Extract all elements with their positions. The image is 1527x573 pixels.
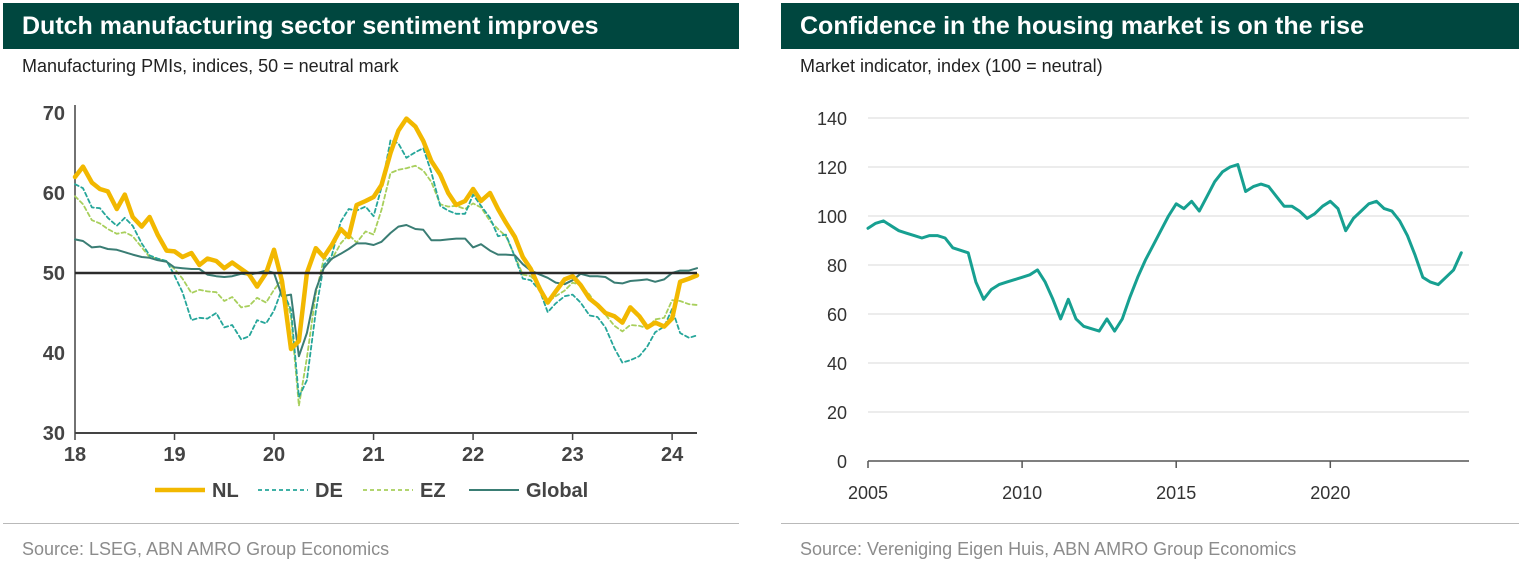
chart-subtitle: Manufacturing PMIs, indices, 50 = neutra… [22, 56, 399, 76]
legend-label-ez: EZ [420, 480, 446, 502]
legend-label-nl: NL [212, 480, 239, 502]
chart-title: Confidence in the housing market is on t… [781, 3, 1519, 49]
y-tick-label: 120 [817, 158, 847, 178]
source-divider [3, 523, 739, 524]
y-tick-label: 60 [827, 305, 847, 325]
series-line-de [74, 139, 698, 398]
y-tick-label: 40 [43, 343, 65, 365]
y-tick-label: 20 [827, 403, 847, 423]
chart-title: Dutch manufacturing sector sentiment imp… [3, 3, 739, 49]
x-tick-label: 2010 [1002, 483, 1042, 503]
y-tick-label: 40 [827, 354, 847, 374]
x-tick-label: 24 [661, 444, 684, 466]
pmi-line-chart: 30 40 50 60 70 18 19 20 21 22 23 24 NL DE EZ Global [43, 103, 700, 502]
x-tick-label: 23 [561, 444, 583, 466]
y-tick-label: 80 [827, 256, 847, 276]
source-note: Source: Vereniging Eigen Huis, ABN AMRO … [800, 539, 1297, 559]
x-tick-label: 2020 [1310, 483, 1350, 503]
source-divider [781, 523, 1519, 524]
x-tick-label: 2015 [1156, 483, 1196, 503]
series-line-ez [74, 164, 698, 407]
x-tick-label: 2005 [848, 483, 888, 503]
y-tick-label: 30 [43, 423, 65, 445]
series-line-global [74, 224, 698, 358]
legend-label-global: Global [526, 480, 588, 502]
y-tick-label: 60 [43, 183, 65, 205]
housing-line-chart: 0 20 40 60 80 100 120 140 2005 2010 2015 2020 [817, 109, 1469, 503]
source-note: Source: LSEG, ABN AMRO Group Economics [22, 539, 390, 559]
series-line-market-indicator [866, 163, 1463, 333]
x-tick-label: 18 [64, 444, 86, 466]
y-tick-label: 70 [43, 103, 65, 125]
x-tick-label: 20 [263, 444, 285, 466]
x-tick-label: 21 [362, 444, 384, 466]
y-tick-label: 100 [817, 207, 847, 227]
y-tick-label: 50 [43, 263, 65, 285]
x-tick-label: 22 [462, 444, 484, 466]
series-line-nl [72, 116, 700, 352]
chart-legend: NL DE EZ Global [155, 480, 588, 502]
legend-label-de: DE [315, 480, 343, 502]
chart-subtitle: Market indicator, index (100 = neutral) [800, 56, 1103, 76]
y-tick-label: 0 [837, 452, 847, 472]
chart-panel-housing: Confidence in the housing market is on t… [781, 0, 1519, 573]
chart-panel-manufacturing: Dutch manufacturing sector sentiment imp… [3, 0, 739, 573]
y-tick-label: 140 [817, 109, 847, 129]
x-tick-label: 19 [163, 444, 185, 466]
